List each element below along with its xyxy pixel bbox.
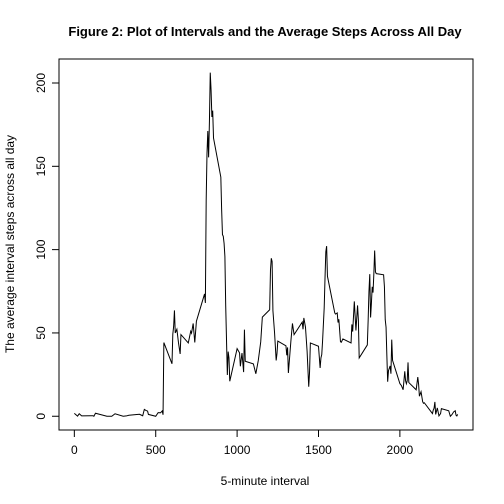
y-tick-label: 200 [34,73,48,93]
y-tick-label: 100 [34,239,48,259]
y-axis-label: The average interval steps across all da… [3,135,17,353]
y-tick-label: 50 [34,326,48,340]
x-tick-label: 2000 [387,443,414,457]
x-tick-label: 0 [71,443,78,457]
chart-title: Figure 2: Plot of Intervals and the Aver… [68,24,462,39]
x-axis-label: 5-minute interval [221,474,310,488]
x-tick-label: 1500 [305,443,332,457]
x-tick-label: 500 [146,443,166,457]
x-tick-label: 1000 [224,443,251,457]
y-tick-label: 0 [34,413,48,420]
data-line [74,72,459,418]
y-tick-label: 150 [34,156,48,176]
